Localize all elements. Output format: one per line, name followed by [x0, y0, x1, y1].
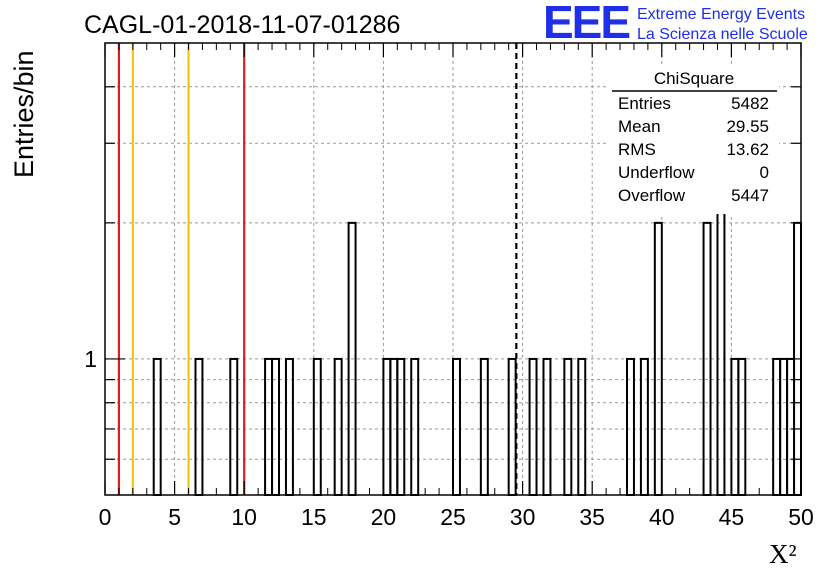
tick-labels: 0 5 10 15 20 25 30 35 40 45 50 1	[84, 346, 814, 530]
x-tick-label: 40	[649, 504, 675, 530]
reference-lines	[117, 43, 518, 495]
stats-value-mean: 29.55	[726, 117, 769, 136]
x-tick-label: 25	[440, 504, 466, 530]
x-tick-label: 45	[719, 504, 745, 530]
x-tick-label: 30	[510, 504, 536, 530]
stats-value-underflow: 0	[760, 163, 769, 182]
axis-ticks	[104, 43, 802, 495]
x-tick-label: 10	[231, 504, 257, 530]
stats-box-background	[609, 64, 779, 214]
stats-label-underflow: Underflow	[618, 163, 695, 182]
x-tick-label: 15	[301, 504, 327, 530]
y-tick-label: 1	[84, 346, 97, 372]
stats-label-overflow: Overflow	[618, 186, 686, 205]
x-tick-label: 5	[168, 504, 181, 530]
eee-logo-mark: EEE	[543, 0, 629, 48]
eee-logo-line2: La Scienza nelle Scuole	[637, 26, 808, 43]
stats-value-overflow: 5447	[731, 186, 769, 205]
stats-box-name: ChiSquare	[654, 69, 734, 88]
stats-value-entries: 5482	[731, 94, 769, 113]
stats-label-mean: Mean	[618, 117, 661, 136]
chart-title: CAGL-01-2018-11-07-01286	[84, 11, 400, 39]
x-axis-title: X²	[769, 539, 797, 569]
y-axis-title: Entries/bin	[9, 50, 39, 178]
stats-label-entries: Entries	[618, 94, 671, 113]
stats-value-rms: 13.62	[726, 140, 769, 159]
stats-label-rms: RMS	[618, 140, 656, 159]
x-tick-label: 50	[788, 504, 814, 530]
stats-box: ChiSquare Entries 5482 Mean 29.55 RMS 13…	[609, 64, 779, 214]
x-tick-label: 35	[579, 504, 605, 530]
x-tick-label: 20	[371, 504, 397, 530]
x-tick-label: 0	[99, 504, 112, 530]
eee-logo-line1: Extreme Energy Events	[637, 6, 805, 23]
